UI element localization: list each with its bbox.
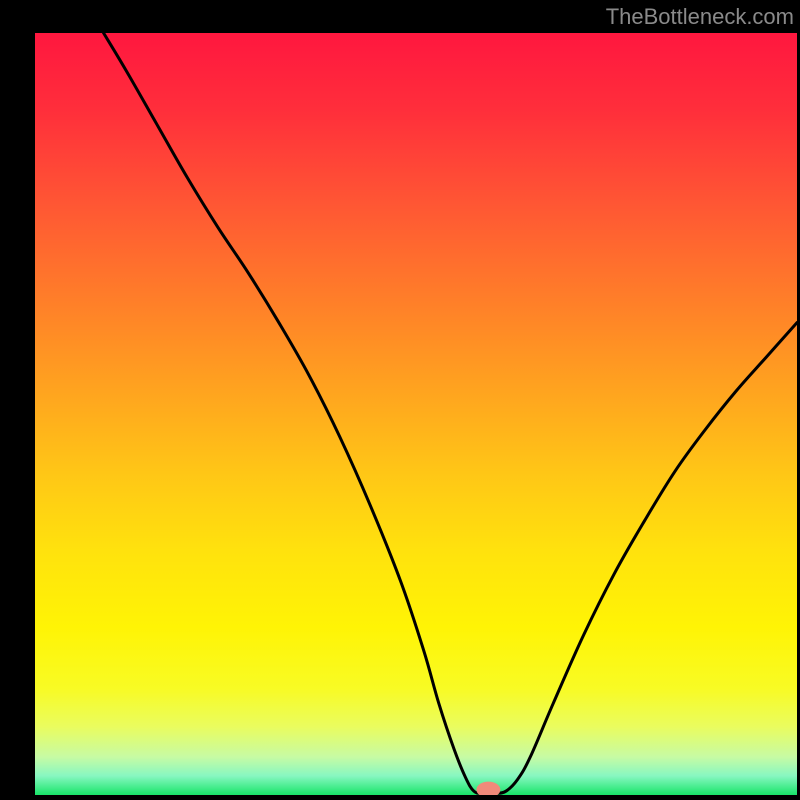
bottleneck-curve-chart [35, 33, 797, 795]
watermark-text: TheBottleneck.com [606, 4, 794, 30]
chart-frame: TheBottleneck.com [0, 0, 800, 800]
gradient-background [35, 33, 797, 795]
gradient-plot-area [35, 33, 797, 795]
